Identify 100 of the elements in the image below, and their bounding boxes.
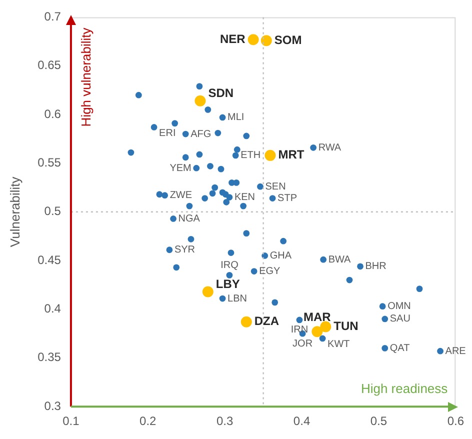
annotation: STP	[278, 193, 298, 204]
annotation: SDN	[208, 86, 234, 100]
point	[170, 216, 176, 222]
y-tick-label: 0.7	[44, 10, 62, 24]
annotation: SYR	[174, 244, 195, 256]
point	[312, 326, 323, 338]
annotation: ERI	[159, 128, 176, 139]
y-axis-title: Vulnerability	[7, 176, 22, 248]
annotation: SAU	[390, 314, 410, 325]
point	[202, 286, 214, 298]
annotation: BHR	[365, 261, 386, 272]
point	[233, 179, 240, 186]
x-tick-label: 0.1	[62, 414, 80, 428]
annotation: SOM	[274, 32, 302, 47]
annotation: NGA	[178, 213, 200, 224]
point	[416, 286, 423, 292]
point	[260, 35, 272, 46]
x-tick-label: 0.6	[447, 414, 464, 428]
point	[234, 146, 240, 153]
point	[173, 264, 180, 271]
point	[346, 276, 353, 284]
annotation: ARE	[445, 346, 466, 357]
point	[226, 272, 233, 278]
annotation: IRN	[290, 324, 308, 336]
point	[382, 344, 388, 352]
point	[320, 256, 327, 263]
point	[172, 120, 178, 127]
annotation: High vulnerability	[78, 27, 94, 127]
annotation: IRQ	[220, 260, 239, 271]
point	[162, 192, 168, 199]
point	[202, 195, 208, 202]
annotation: MRT	[278, 148, 305, 162]
point	[128, 149, 134, 156]
point	[248, 34, 259, 46]
point	[209, 190, 216, 197]
y-tick-label: 0.35	[38, 350, 62, 364]
point	[218, 166, 224, 172]
point	[182, 154, 189, 161]
point	[379, 303, 386, 310]
point	[240, 316, 252, 328]
annotation: LBY	[216, 277, 240, 292]
point	[250, 268, 258, 274]
annotation: EGY	[259, 266, 281, 278]
point	[310, 144, 317, 151]
x-tick-label: 0.2	[140, 414, 157, 428]
point	[382, 316, 388, 322]
annotation: JOR	[292, 338, 313, 350]
annotation: ETH	[240, 150, 261, 162]
point	[196, 151, 203, 158]
point	[156, 191, 163, 198]
point	[166, 246, 173, 254]
annotation: LBN	[228, 293, 247, 304]
annotation: AFG	[190, 128, 212, 140]
point	[135, 92, 142, 98]
point	[243, 230, 250, 237]
annotation: YEM	[170, 162, 192, 174]
point	[182, 130, 189, 138]
point	[204, 106, 212, 113]
point	[219, 114, 226, 121]
y-tick-label: 0.55	[38, 156, 62, 170]
point	[319, 335, 326, 342]
point	[240, 202, 247, 210]
annotation: QAT	[390, 342, 410, 354]
point	[296, 316, 303, 324]
point	[272, 299, 278, 306]
point	[188, 236, 194, 242]
annotation: GHA	[270, 250, 292, 262]
annotation: SEN	[265, 181, 286, 192]
x-tick-label: 0.3	[216, 414, 234, 428]
point	[232, 152, 239, 159]
x-tick-label: 0.4	[293, 414, 310, 428]
annotation: KEN	[234, 192, 256, 204]
point	[150, 124, 158, 130]
y-tick-label: 0.5	[44, 204, 62, 218]
y-tick-label: 0.6	[44, 106, 62, 121]
point	[219, 295, 226, 302]
annotation: MAR	[304, 310, 332, 324]
x-tick-label: 0.5	[370, 414, 388, 428]
point	[193, 164, 200, 172]
point	[437, 348, 444, 354]
point	[214, 130, 222, 136]
point	[269, 195, 276, 202]
point	[194, 95, 206, 106]
point	[257, 183, 264, 190]
y-tick-label: 0.4	[44, 302, 62, 316]
annotation: TUN	[334, 319, 358, 334]
point	[207, 162, 214, 170]
point	[320, 321, 332, 332]
annotation: ZWE	[170, 190, 192, 202]
annotation: OMN	[388, 301, 411, 312]
point	[226, 194, 233, 200]
point	[264, 150, 276, 161]
annotation: NER	[220, 32, 246, 46]
point	[223, 198, 230, 206]
annotation: KWT	[328, 339, 350, 350]
y-tick-label: 0.3	[44, 398, 62, 413]
annotation: BWA	[328, 254, 352, 266]
point	[228, 250, 234, 256]
annotation: MLI	[228, 112, 244, 124]
point	[186, 202, 193, 210]
